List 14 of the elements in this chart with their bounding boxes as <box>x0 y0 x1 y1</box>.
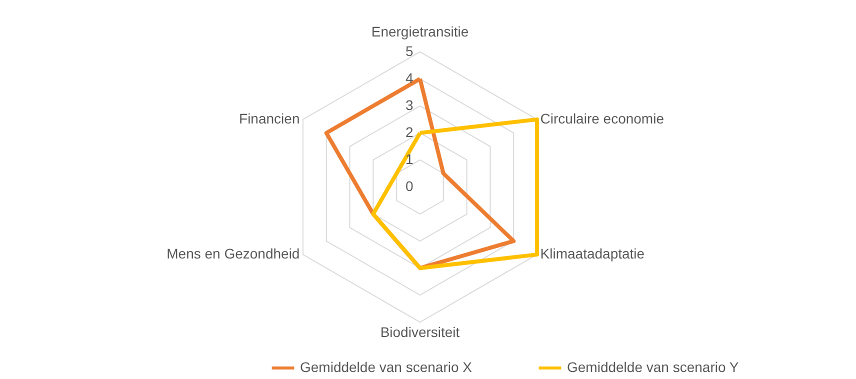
spoke-label: Financien <box>239 110 300 126</box>
legend-label: Gemiddelde van scenario X <box>300 359 473 375</box>
y-tick-label: 4 <box>405 70 414 86</box>
y-tick-label: 5 <box>405 42 414 59</box>
legend-label: Gemiddelde van scenario Y <box>567 359 740 375</box>
spoke-label: Energietransitie <box>371 24 469 40</box>
spoke-label: Biodiversiteit <box>380 324 460 340</box>
y-tick-label: 0 <box>405 178 414 194</box>
y-tick-label: 3 <box>405 96 414 113</box>
y-tick-label: 2 <box>405 124 414 140</box>
spoke-label: Klimaatadaptatie <box>540 246 645 262</box>
y-tick-label: 1 <box>405 150 414 167</box>
spoke-label: Mens en Gezondheid <box>166 246 300 262</box>
spoke-label: Circulaire economie <box>540 110 664 126</box>
